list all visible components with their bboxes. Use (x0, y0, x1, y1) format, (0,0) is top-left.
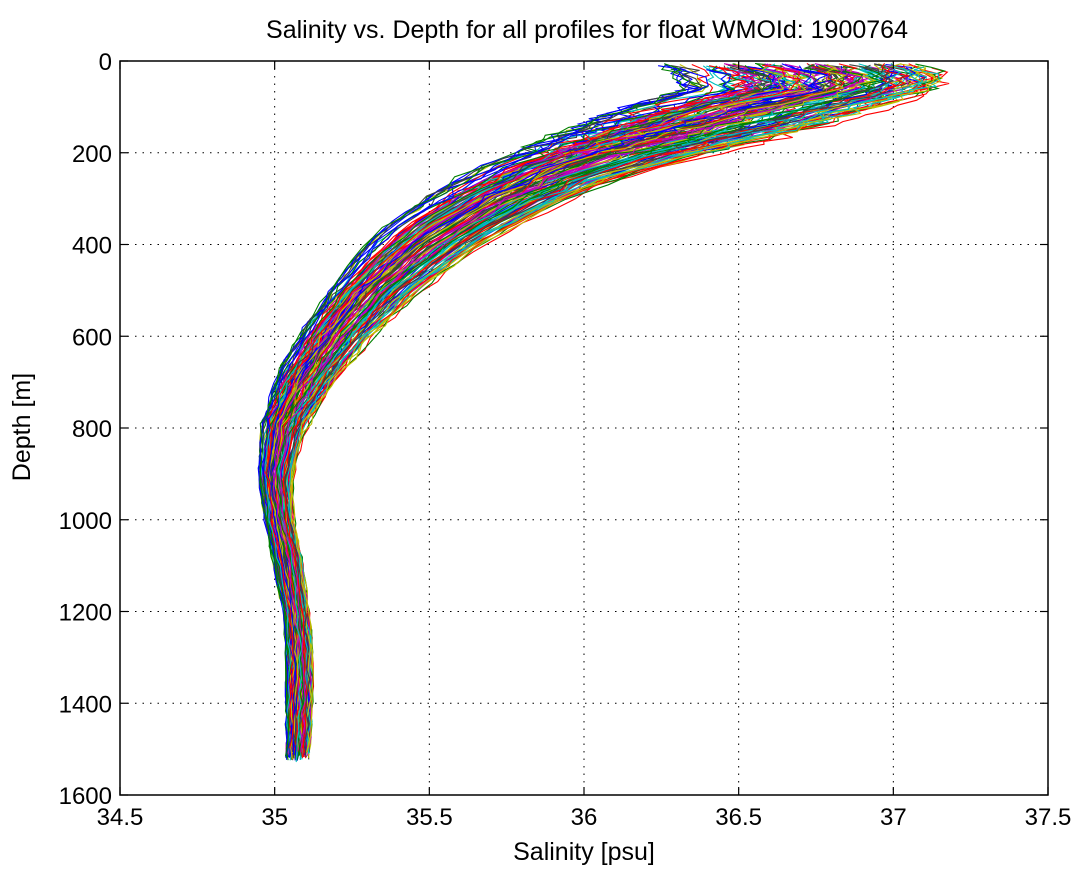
profile-line (289, 68, 925, 759)
x-tick-label: 37 (880, 804, 907, 831)
profile-line (279, 69, 865, 753)
y-tick-label: 400 (72, 233, 112, 260)
x-tick-label: 36 (571, 804, 598, 831)
profile-line (264, 63, 799, 750)
y-tick-label: 1400 (59, 691, 112, 718)
y-tick-label: 800 (72, 416, 112, 443)
profile-line (267, 63, 830, 755)
profile-line (259, 65, 739, 761)
profile-line (287, 63, 935, 759)
profile-line (282, 63, 909, 758)
y-tick-label: 1600 (59, 783, 112, 810)
profile-line (259, 63, 687, 757)
profile-line (275, 67, 845, 752)
profile-line (270, 67, 835, 749)
grid-layer (120, 61, 1048, 795)
chart-title: Salinity vs. Depth for all profiles for … (266, 16, 908, 44)
profile-line (283, 64, 895, 749)
profile-line (278, 68, 902, 763)
profiles-layer (257, 62, 950, 763)
y-tick-label: 600 (72, 324, 112, 351)
y-tick-label: 0 (99, 49, 112, 76)
profile-line (268, 65, 788, 753)
x-tick-label: 34.5 (97, 804, 144, 831)
y-tick-label: 1000 (59, 508, 112, 535)
x-tick-label: 37.5 (1025, 804, 1072, 831)
x-tick-label: 35 (261, 804, 288, 831)
profile-line (275, 66, 835, 748)
y-tick-label: 200 (72, 141, 112, 168)
x-tick-label: 36.5 (715, 804, 762, 831)
profile-line (265, 64, 801, 749)
x-axis-label: Salinity [psu] (513, 838, 655, 866)
y-tick-labels: 0 200 400 600 800 1000 1200 1400 1600 (59, 49, 112, 810)
ticks-layer (119, 60, 1049, 796)
y-tick-label: 1200 (59, 600, 112, 627)
y-axis-label: Depth [m] (8, 373, 36, 481)
x-tick-labels: 34.5 35 35.5 36 36.5 37 37.5 (97, 804, 1072, 831)
x-tick-label: 35.5 (406, 804, 453, 831)
